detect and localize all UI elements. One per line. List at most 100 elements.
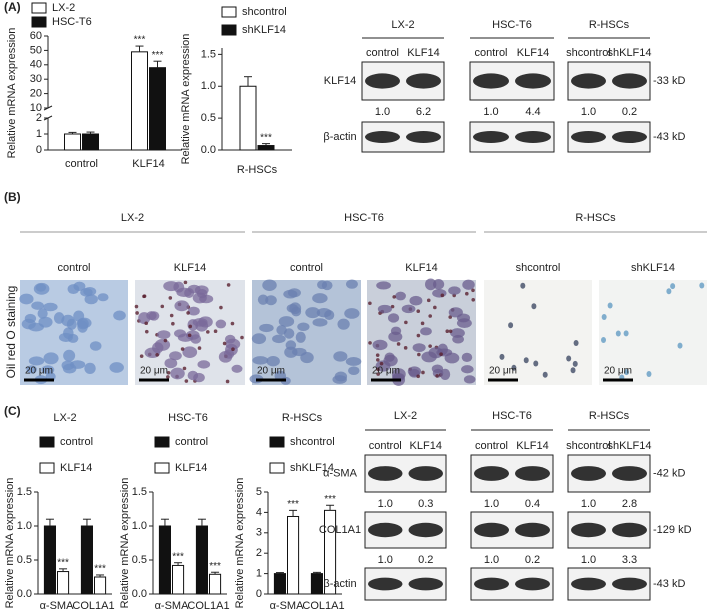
lipid [428, 314, 433, 318]
cell [164, 358, 178, 369]
y-tick-label: 1.5 [17, 486, 32, 498]
significance: *** [324, 494, 336, 505]
scale-label: 20 μm [140, 366, 168, 377]
cell [345, 357, 362, 366]
cell [283, 328, 295, 339]
y-tick-label: 1 [36, 128, 42, 140]
lane-label: control [475, 440, 508, 452]
cell [170, 367, 185, 380]
band-quant: 1.0 [484, 554, 499, 566]
panel-label: (C) [4, 404, 21, 418]
y-axis-label: Relative mRNA expression [4, 478, 16, 609]
y-tick-label: 0.0 [132, 588, 147, 600]
blot-group: R-HSCs [589, 19, 630, 31]
cell [251, 333, 267, 345]
x-tick-label: control [65, 158, 98, 170]
lipid [135, 311, 139, 315]
lipid [139, 354, 144, 358]
cell [401, 304, 416, 314]
cell [566, 355, 572, 362]
lipid [166, 375, 170, 379]
y-tick-label: 60 [30, 30, 42, 42]
row-label: α-SMA [323, 467, 358, 479]
lane-label: control [366, 47, 399, 59]
legend-swatch [39, 436, 55, 448]
significance: *** [172, 551, 184, 562]
lipid [376, 372, 380, 376]
legend-label: LX-2 [52, 2, 75, 14]
lipid [160, 304, 165, 309]
lipid [445, 329, 450, 333]
lipid [439, 352, 443, 357]
lipid [435, 374, 439, 378]
cell [624, 369, 630, 376]
cell [572, 360, 578, 367]
cell [520, 282, 526, 289]
cell [431, 364, 444, 374]
cell [278, 316, 295, 327]
cell [265, 295, 277, 306]
blot-band [406, 131, 441, 143]
x-tick-label: α-SMA [40, 600, 75, 612]
legend-label: control [60, 436, 93, 448]
cell [437, 343, 448, 356]
bar [43, 525, 57, 595]
chart-title: LX-2 [53, 412, 76, 424]
blot-band [515, 131, 551, 143]
cell [194, 285, 209, 295]
panel-label: (A) [4, 0, 21, 14]
cell [432, 288, 447, 298]
blot-group: LX-2 [394, 410, 417, 422]
cell [384, 352, 395, 362]
lipid [421, 370, 425, 375]
bar [195, 525, 208, 595]
cell [257, 294, 269, 305]
blot-band [368, 577, 403, 591]
cell [215, 319, 227, 329]
cell [387, 313, 400, 323]
y-tick-label: 20 [30, 88, 42, 100]
bar [209, 573, 222, 595]
lipid [420, 321, 425, 326]
band-quant: 1.0 [581, 554, 596, 566]
band-quant: 1.0 [581, 106, 596, 118]
lane-label: shKLF14 [607, 47, 651, 59]
cell [77, 320, 88, 333]
lipid [134, 304, 139, 309]
band-quant: 0.2 [622, 106, 637, 118]
y-tick-label: 0 [256, 588, 262, 600]
lipid [426, 298, 431, 303]
y-tick-label: 2 [256, 547, 262, 559]
lipid [169, 313, 174, 318]
lipid [428, 344, 432, 348]
legend-label: shcontrol [290, 436, 335, 448]
y-tick-label: 0.5 [17, 554, 32, 566]
size-marker: -33 kD [653, 75, 685, 87]
lipid [465, 291, 469, 296]
blot-group: HSC-T6 [492, 19, 532, 31]
bar [131, 51, 148, 151]
lipid [416, 333, 421, 338]
band-quant: 0.2 [525, 554, 540, 566]
cell [67, 284, 80, 295]
staining-label: Oil red O staining [4, 286, 18, 379]
legend-swatch [31, 2, 47, 14]
row-label: COL1A1 [319, 524, 361, 536]
cell [225, 338, 241, 350]
lipid [180, 347, 185, 351]
band-quant: 1.0 [483, 106, 498, 118]
cell [372, 339, 388, 351]
cell [333, 351, 348, 362]
cell [113, 310, 126, 321]
significance: *** [287, 499, 299, 510]
lipid [375, 353, 380, 357]
x-tick-label: α-SMA [155, 600, 190, 612]
bar [172, 564, 185, 595]
blot-group: R-HSCs [589, 410, 630, 422]
y-tick-label: 1.0 [17, 520, 32, 532]
lane-label: KLF14 [517, 47, 549, 59]
lipid [219, 305, 223, 310]
lane-label: control [474, 47, 507, 59]
cell [58, 332, 73, 342]
lipid [376, 367, 380, 372]
